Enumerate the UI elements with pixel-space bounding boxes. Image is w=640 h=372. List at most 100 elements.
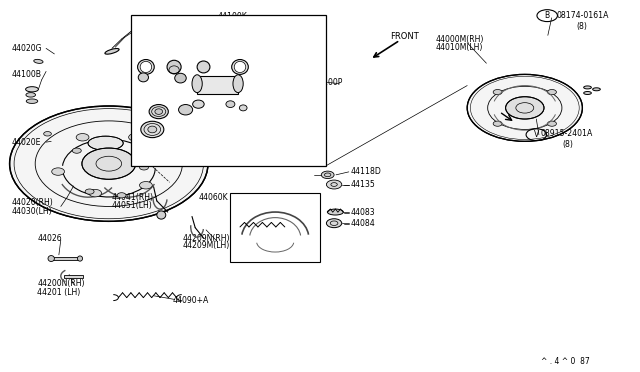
Bar [230, 193, 320, 262]
Circle shape [321, 171, 334, 179]
Circle shape [326, 180, 342, 189]
Ellipse shape [77, 256, 83, 261]
Circle shape [85, 189, 94, 194]
Text: 44027: 44027 [248, 193, 273, 202]
Text: 44129: 44129 [174, 40, 199, 49]
Text: 44020G: 44020G [12, 44, 42, 53]
Text: V: V [534, 130, 539, 139]
Text: 44128: 44128 [172, 52, 196, 61]
Ellipse shape [26, 87, 38, 92]
Text: 44108: 44108 [256, 70, 281, 79]
Text: 44081: 44081 [146, 19, 171, 28]
Text: 44124: 44124 [243, 40, 268, 49]
Text: ^ . 4 ^ 0  87: ^ . 4 ^ 0 87 [541, 357, 589, 366]
Text: 44100K: 44100K [218, 12, 247, 21]
Text: 44020(RH): 44020(RH) [12, 198, 53, 207]
Ellipse shape [138, 60, 154, 74]
Ellipse shape [175, 73, 186, 83]
Text: 44090: 44090 [248, 235, 273, 244]
Text: (8): (8) [562, 140, 573, 149]
Ellipse shape [584, 92, 591, 94]
Text: 44209N(RH): 44209N(RH) [182, 234, 230, 243]
Text: 44209M(LH): 44209M(LH) [182, 241, 230, 250]
Ellipse shape [48, 256, 54, 262]
Ellipse shape [239, 105, 247, 111]
Ellipse shape [26, 93, 35, 97]
Text: 44020E: 44020E [12, 138, 41, 147]
Text: 44135: 44135 [351, 180, 376, 189]
Text: (8): (8) [576, 22, 587, 31]
Bar [52, 257, 78, 260]
Circle shape [140, 165, 148, 170]
Circle shape [10, 106, 208, 221]
Circle shape [467, 74, 582, 141]
Circle shape [72, 148, 81, 153]
Text: 44000M(RH): 44000M(RH) [435, 35, 484, 44]
Text: 44090+A: 44090+A [173, 296, 209, 305]
Text: 44084: 44084 [351, 219, 376, 228]
Circle shape [89, 189, 102, 197]
Text: 44010M(LH): 44010M(LH) [435, 43, 483, 52]
Ellipse shape [148, 126, 157, 133]
Text: 44100B: 44100B [12, 70, 42, 79]
Ellipse shape [179, 105, 193, 115]
Ellipse shape [155, 109, 163, 115]
Text: 44083: 44083 [351, 208, 375, 217]
Circle shape [326, 219, 342, 228]
Circle shape [52, 168, 65, 175]
Circle shape [547, 90, 556, 95]
Circle shape [117, 193, 126, 198]
Ellipse shape [138, 73, 148, 82]
Ellipse shape [197, 61, 210, 73]
Ellipse shape [157, 211, 166, 219]
Ellipse shape [149, 105, 168, 119]
Circle shape [493, 121, 502, 126]
Text: 44051(LH): 44051(LH) [112, 201, 153, 210]
Text: 44100P: 44100P [314, 78, 343, 87]
Ellipse shape [593, 88, 600, 91]
Ellipse shape [234, 61, 246, 73]
Ellipse shape [232, 60, 248, 74]
Circle shape [493, 90, 502, 95]
Ellipse shape [105, 48, 119, 54]
Ellipse shape [26, 99, 38, 103]
Text: B: B [545, 11, 550, 20]
Circle shape [129, 134, 141, 141]
Circle shape [506, 97, 544, 119]
Text: 08915-2401A: 08915-2401A [541, 129, 593, 138]
Ellipse shape [167, 60, 181, 74]
Text: FRONT: FRONT [390, 32, 419, 41]
Bar [64, 275, 83, 278]
Text: 44118D: 44118D [351, 167, 381, 176]
Text: 44041(RH): 44041(RH) [112, 193, 154, 202]
Text: 44200N(RH): 44200N(RH) [37, 279, 84, 288]
Ellipse shape [584, 86, 591, 89]
Ellipse shape [34, 60, 43, 63]
Ellipse shape [141, 121, 164, 138]
Text: 44026: 44026 [37, 234, 61, 243]
Circle shape [82, 148, 136, 179]
Text: 44030(LH): 44030(LH) [12, 207, 52, 216]
Ellipse shape [226, 101, 235, 108]
Ellipse shape [328, 209, 344, 215]
Ellipse shape [233, 75, 243, 93]
Circle shape [166, 132, 174, 136]
Ellipse shape [193, 100, 204, 108]
Ellipse shape [192, 75, 202, 93]
Text: 44124: 44124 [134, 40, 159, 49]
Text: 44201 (LH): 44201 (LH) [37, 288, 81, 296]
Text: 44125: 44125 [178, 109, 203, 118]
Text: 44112: 44112 [208, 40, 233, 49]
Bar [197, 76, 238, 94]
Circle shape [76, 134, 89, 141]
Ellipse shape [88, 136, 124, 150]
Ellipse shape [140, 61, 152, 73]
Text: 44108: 44108 [140, 126, 164, 135]
Circle shape [547, 121, 556, 126]
Bar [131, 15, 326, 166]
Circle shape [44, 132, 51, 136]
Text: 08174-0161A: 08174-0161A [557, 11, 609, 20]
Circle shape [140, 182, 152, 189]
Text: 44060K: 44060K [198, 193, 228, 202]
Text: 44112: 44112 [136, 52, 161, 61]
